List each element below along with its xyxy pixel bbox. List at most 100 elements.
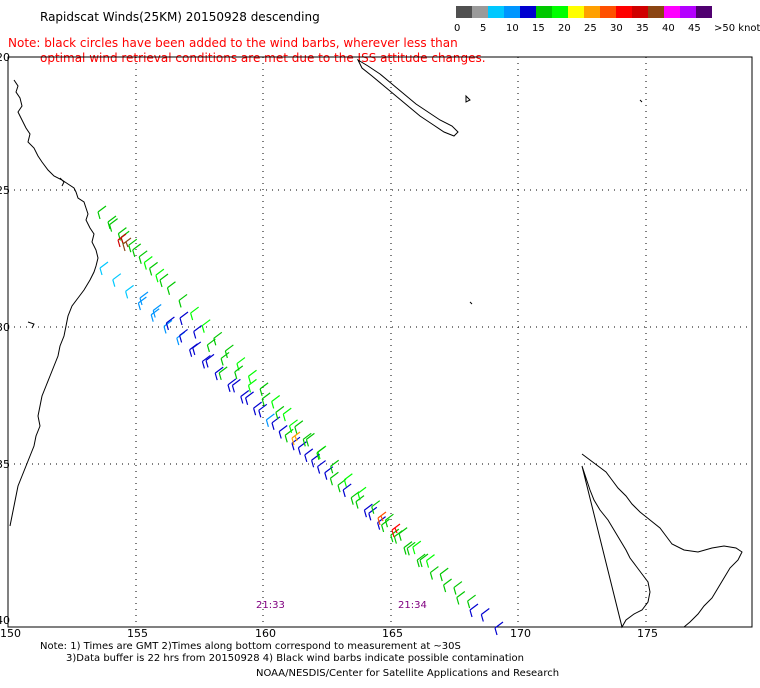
lon-label-165: 165 — [382, 627, 403, 640]
wind-barb — [297, 441, 307, 455]
footer-credit: NOAA/NESDIS/Center for Satellite Applica… — [256, 668, 559, 679]
wind-barb — [275, 405, 285, 420]
legend-swatch — [632, 6, 648, 18]
lon-label-150: 150 — [0, 627, 21, 640]
wind-barb — [453, 581, 463, 595]
wind-barb — [201, 319, 211, 333]
wind-barb — [227, 378, 237, 392]
wind-barb — [155, 268, 165, 283]
wind-barb — [231, 378, 241, 393]
wind-barb — [112, 273, 122, 287]
legend-label: 10 — [506, 23, 519, 34]
note-line-1: Note: black circles have been added to t… — [8, 36, 458, 50]
wind-barb — [159, 273, 169, 288]
wind-speed-legend: 0 5 10 15 20 25 30 35 40 45 >50 knots — [454, 6, 760, 34]
time-label-2133: 21:33 — [256, 600, 285, 611]
wind-barb — [439, 567, 449, 582]
legend-swatch — [472, 6, 488, 18]
wind-barb-strong — [377, 511, 387, 526]
legend-swatch — [616, 6, 632, 18]
wind-barb — [224, 344, 234, 359]
lon-label-175: 175 — [637, 627, 658, 640]
legend-swatch — [648, 6, 664, 18]
wind-barb — [304, 448, 314, 463]
wind-barb — [357, 486, 367, 501]
wind-barb — [149, 261, 158, 276]
wind-barb — [247, 369, 257, 384]
legend-label: 30 — [610, 23, 623, 34]
wind-barb — [480, 608, 490, 622]
wind-barb-strong — [117, 233, 127, 248]
wind-barb — [416, 553, 426, 568]
wind-barb — [398, 527, 408, 541]
legend-label: 15 — [532, 23, 545, 34]
legend-swatch — [568, 6, 584, 18]
legend-swatch — [600, 6, 616, 18]
lat-label-40: -40 — [0, 614, 10, 627]
wind-barb — [329, 471, 339, 486]
wind-barb — [342, 483, 352, 498]
wind-barb — [469, 603, 479, 618]
wind-barb-strong — [391, 523, 401, 538]
wind-barb — [190, 306, 199, 321]
legend-swatch — [680, 6, 696, 18]
wind-barb — [406, 541, 416, 556]
wind-barb — [107, 215, 117, 230]
wind-barb — [284, 428, 294, 443]
wind-barb — [152, 304, 162, 318]
wind-barb — [128, 238, 138, 253]
wind-barb — [220, 351, 230, 366]
lord-howe-marker — [27, 321, 35, 329]
legend-label: 5 — [480, 23, 486, 34]
wind-barb — [138, 250, 148, 264]
wind-barb — [240, 390, 250, 404]
wind-barb — [425, 554, 435, 568]
wind-barb — [271, 394, 281, 409]
wind-barb — [193, 324, 203, 339]
wind-barb — [371, 500, 381, 514]
wind-barb — [166, 281, 176, 295]
wind-barb — [165, 316, 175, 331]
lat-label-30: -30 — [0, 321, 10, 334]
wind-barb — [125, 284, 134, 299]
map-frame — [7, 56, 753, 628]
wind-barb — [316, 446, 326, 460]
fraser-island — [59, 177, 65, 187]
wind-barb — [97, 205, 107, 220]
lon-label-155: 155 — [127, 627, 148, 640]
wind-barb — [317, 445, 327, 460]
wind-barb — [412, 540, 422, 555]
lat-label-35: -35 — [0, 458, 10, 471]
wind-barb — [258, 403, 268, 418]
lon-label-160: 160 — [255, 627, 276, 640]
legend-label: 0 — [454, 23, 460, 34]
wind-barb — [218, 366, 228, 381]
wind-barb — [294, 420, 304, 434]
graticule — [8, 57, 752, 627]
wind-barb — [403, 541, 413, 555]
wind-barb — [271, 416, 281, 430]
legend-swatch — [552, 6, 568, 18]
norfolk-island — [469, 301, 473, 305]
legend-labels: 0 5 10 15 20 25 30 35 40 45 >50 knots — [454, 23, 760, 34]
wind-barb — [179, 311, 189, 326]
wind-barb — [443, 578, 452, 593]
legend-swatch — [488, 6, 504, 18]
legend-swatch — [520, 6, 536, 18]
wind-barb — [467, 594, 476, 609]
wind-barb — [419, 553, 429, 568]
wind-barb — [150, 308, 160, 322]
legend-label: 35 — [636, 23, 649, 34]
wind-barb — [205, 353, 215, 368]
lon-label-170: 170 — [510, 627, 531, 640]
legend-swatch — [584, 6, 600, 18]
wind-barb — [261, 392, 271, 407]
wind-barbs — [97, 205, 504, 636]
wind-barb — [363, 503, 373, 518]
legend-swatch — [536, 6, 552, 18]
small-island — [639, 99, 643, 103]
wind-barb — [429, 566, 439, 580]
legend-swatch — [504, 6, 520, 18]
wind-barb — [305, 432, 315, 447]
